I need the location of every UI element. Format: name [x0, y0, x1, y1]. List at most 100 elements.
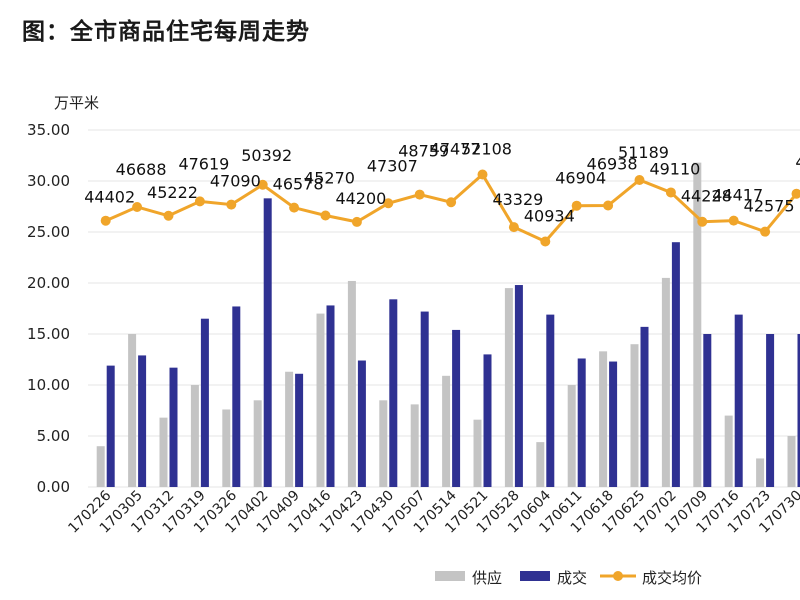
supply-bar [96, 446, 105, 487]
avg-price-data-label: 44417 [712, 186, 763, 205]
supply-bar [630, 344, 639, 487]
avg-price-data-label: 44402 [84, 188, 135, 207]
avg-price-point [603, 200, 614, 211]
avg-price-data-label: 45222 [147, 183, 198, 202]
avg-price-point [728, 215, 739, 226]
avg-price-data-label: 40934 [524, 206, 575, 225]
deal-bar [357, 360, 366, 487]
avg-price-data-label: 49110 [649, 159, 700, 178]
deal-bar [546, 314, 555, 487]
supply-bar [128, 334, 137, 487]
supply-bar [567, 385, 576, 487]
supply-bar [410, 404, 419, 487]
avg-price-point [446, 197, 457, 208]
y-axis-ticks: 0.00 5.00 10.00 15.00 20.00 25.00 30.00 35.00 [27, 121, 70, 496]
avg-price-data-label: 45270 [304, 168, 355, 187]
x-axis-ticks: 1702261703051703121703191703261704021704… [65, 487, 800, 536]
deal-bar [577, 358, 586, 487]
avg-price-point [791, 188, 800, 199]
deal-bar [232, 306, 241, 487]
avg-price-data-label: 42575 [744, 197, 795, 216]
y-tick-label: 15.00 [27, 325, 70, 343]
avg-price-data-label: 43329 [492, 190, 543, 209]
avg-price-data-label: 4 [795, 153, 800, 172]
y-tick-label: 10.00 [27, 376, 70, 394]
avg-price-data-label: 47090 [210, 172, 261, 191]
avg-price-data-label: 48759 [398, 142, 449, 161]
deal-bar [295, 373, 304, 487]
deal-bar [263, 198, 272, 487]
avg-price-point [477, 169, 488, 180]
avg-price-data-label: 46688 [116, 160, 167, 179]
supply-bar [787, 436, 796, 487]
supply-bar [316, 313, 325, 487]
avg-price-point [226, 199, 237, 210]
supply-bar [693, 162, 702, 487]
deal-bar [452, 329, 461, 487]
y-tick-label: 25.00 [27, 223, 70, 241]
deal-bar [766, 334, 775, 487]
avg-price-point [132, 201, 143, 212]
avg-price-data-label: 44228 [681, 187, 732, 206]
supply-bar [222, 409, 231, 487]
deal-bar [389, 299, 398, 487]
deal-bar [514, 285, 523, 487]
deal-bar [734, 314, 743, 487]
chart-title: 图：全市商品住宅每周走势 [22, 19, 310, 45]
deal-bar [138, 355, 147, 487]
supply-bar [661, 277, 670, 487]
avg-price-point [540, 236, 551, 247]
deal-bar [326, 305, 335, 487]
deal-bar [106, 365, 115, 487]
supply-bar [599, 351, 608, 487]
avg-price-line [100, 169, 800, 247]
legend-label-supply: 供应 [472, 569, 502, 587]
deal-bar [420, 311, 429, 487]
deal-bar [671, 242, 680, 487]
avg-price-point [194, 196, 205, 207]
deal-bar [200, 318, 209, 487]
avg-price-point [760, 226, 771, 237]
legend-swatch-deal [520, 571, 550, 581]
avg-price-point [320, 210, 331, 221]
supply-bar [347, 280, 356, 487]
supply-bar [442, 375, 451, 487]
avg-price-data-label: 50392 [241, 146, 292, 165]
avg-price-data-label: 46904 [555, 169, 606, 188]
y-tick-label: 30.00 [27, 172, 70, 190]
supply-bar [504, 288, 513, 487]
legend-label-deal: 成交 [557, 569, 587, 587]
supply-bar [724, 415, 733, 487]
deal-bar [797, 334, 800, 487]
avg-price-data-label: 46578 [273, 175, 324, 194]
supply-bar [379, 400, 388, 487]
legend: 供应 成交 成交均价 [435, 569, 702, 587]
y-axis-unit-label: 万平米 [54, 94, 100, 112]
avg-price-data-label: 51189 [618, 143, 669, 162]
supply-bar [285, 371, 294, 487]
deal-bar [483, 354, 492, 487]
deal-bars [106, 198, 800, 487]
supply-bar [159, 417, 168, 487]
deal-bar [640, 326, 649, 487]
deal-bar [609, 361, 618, 487]
supply-bar [536, 442, 545, 487]
legend-label-price: 成交均价 [642, 569, 702, 587]
supply-bar [253, 400, 262, 487]
supply-bar [473, 419, 482, 487]
avg-price-data-label: 46938 [587, 154, 638, 173]
avg-price-point [351, 216, 362, 227]
legend-swatch-price-dot [613, 571, 623, 581]
avg-price-data-label: 44200 [335, 189, 386, 208]
avg-price-point [257, 179, 268, 190]
avg-price-point [634, 174, 645, 185]
deal-bar [703, 334, 712, 487]
y-tick-label: 0.00 [37, 478, 70, 496]
avg-price-data-label: 47477 [430, 139, 481, 158]
avg-price-point [100, 215, 111, 226]
avg-price-point [163, 210, 174, 221]
avg-price-point [289, 202, 300, 213]
supply-bar [190, 385, 199, 487]
